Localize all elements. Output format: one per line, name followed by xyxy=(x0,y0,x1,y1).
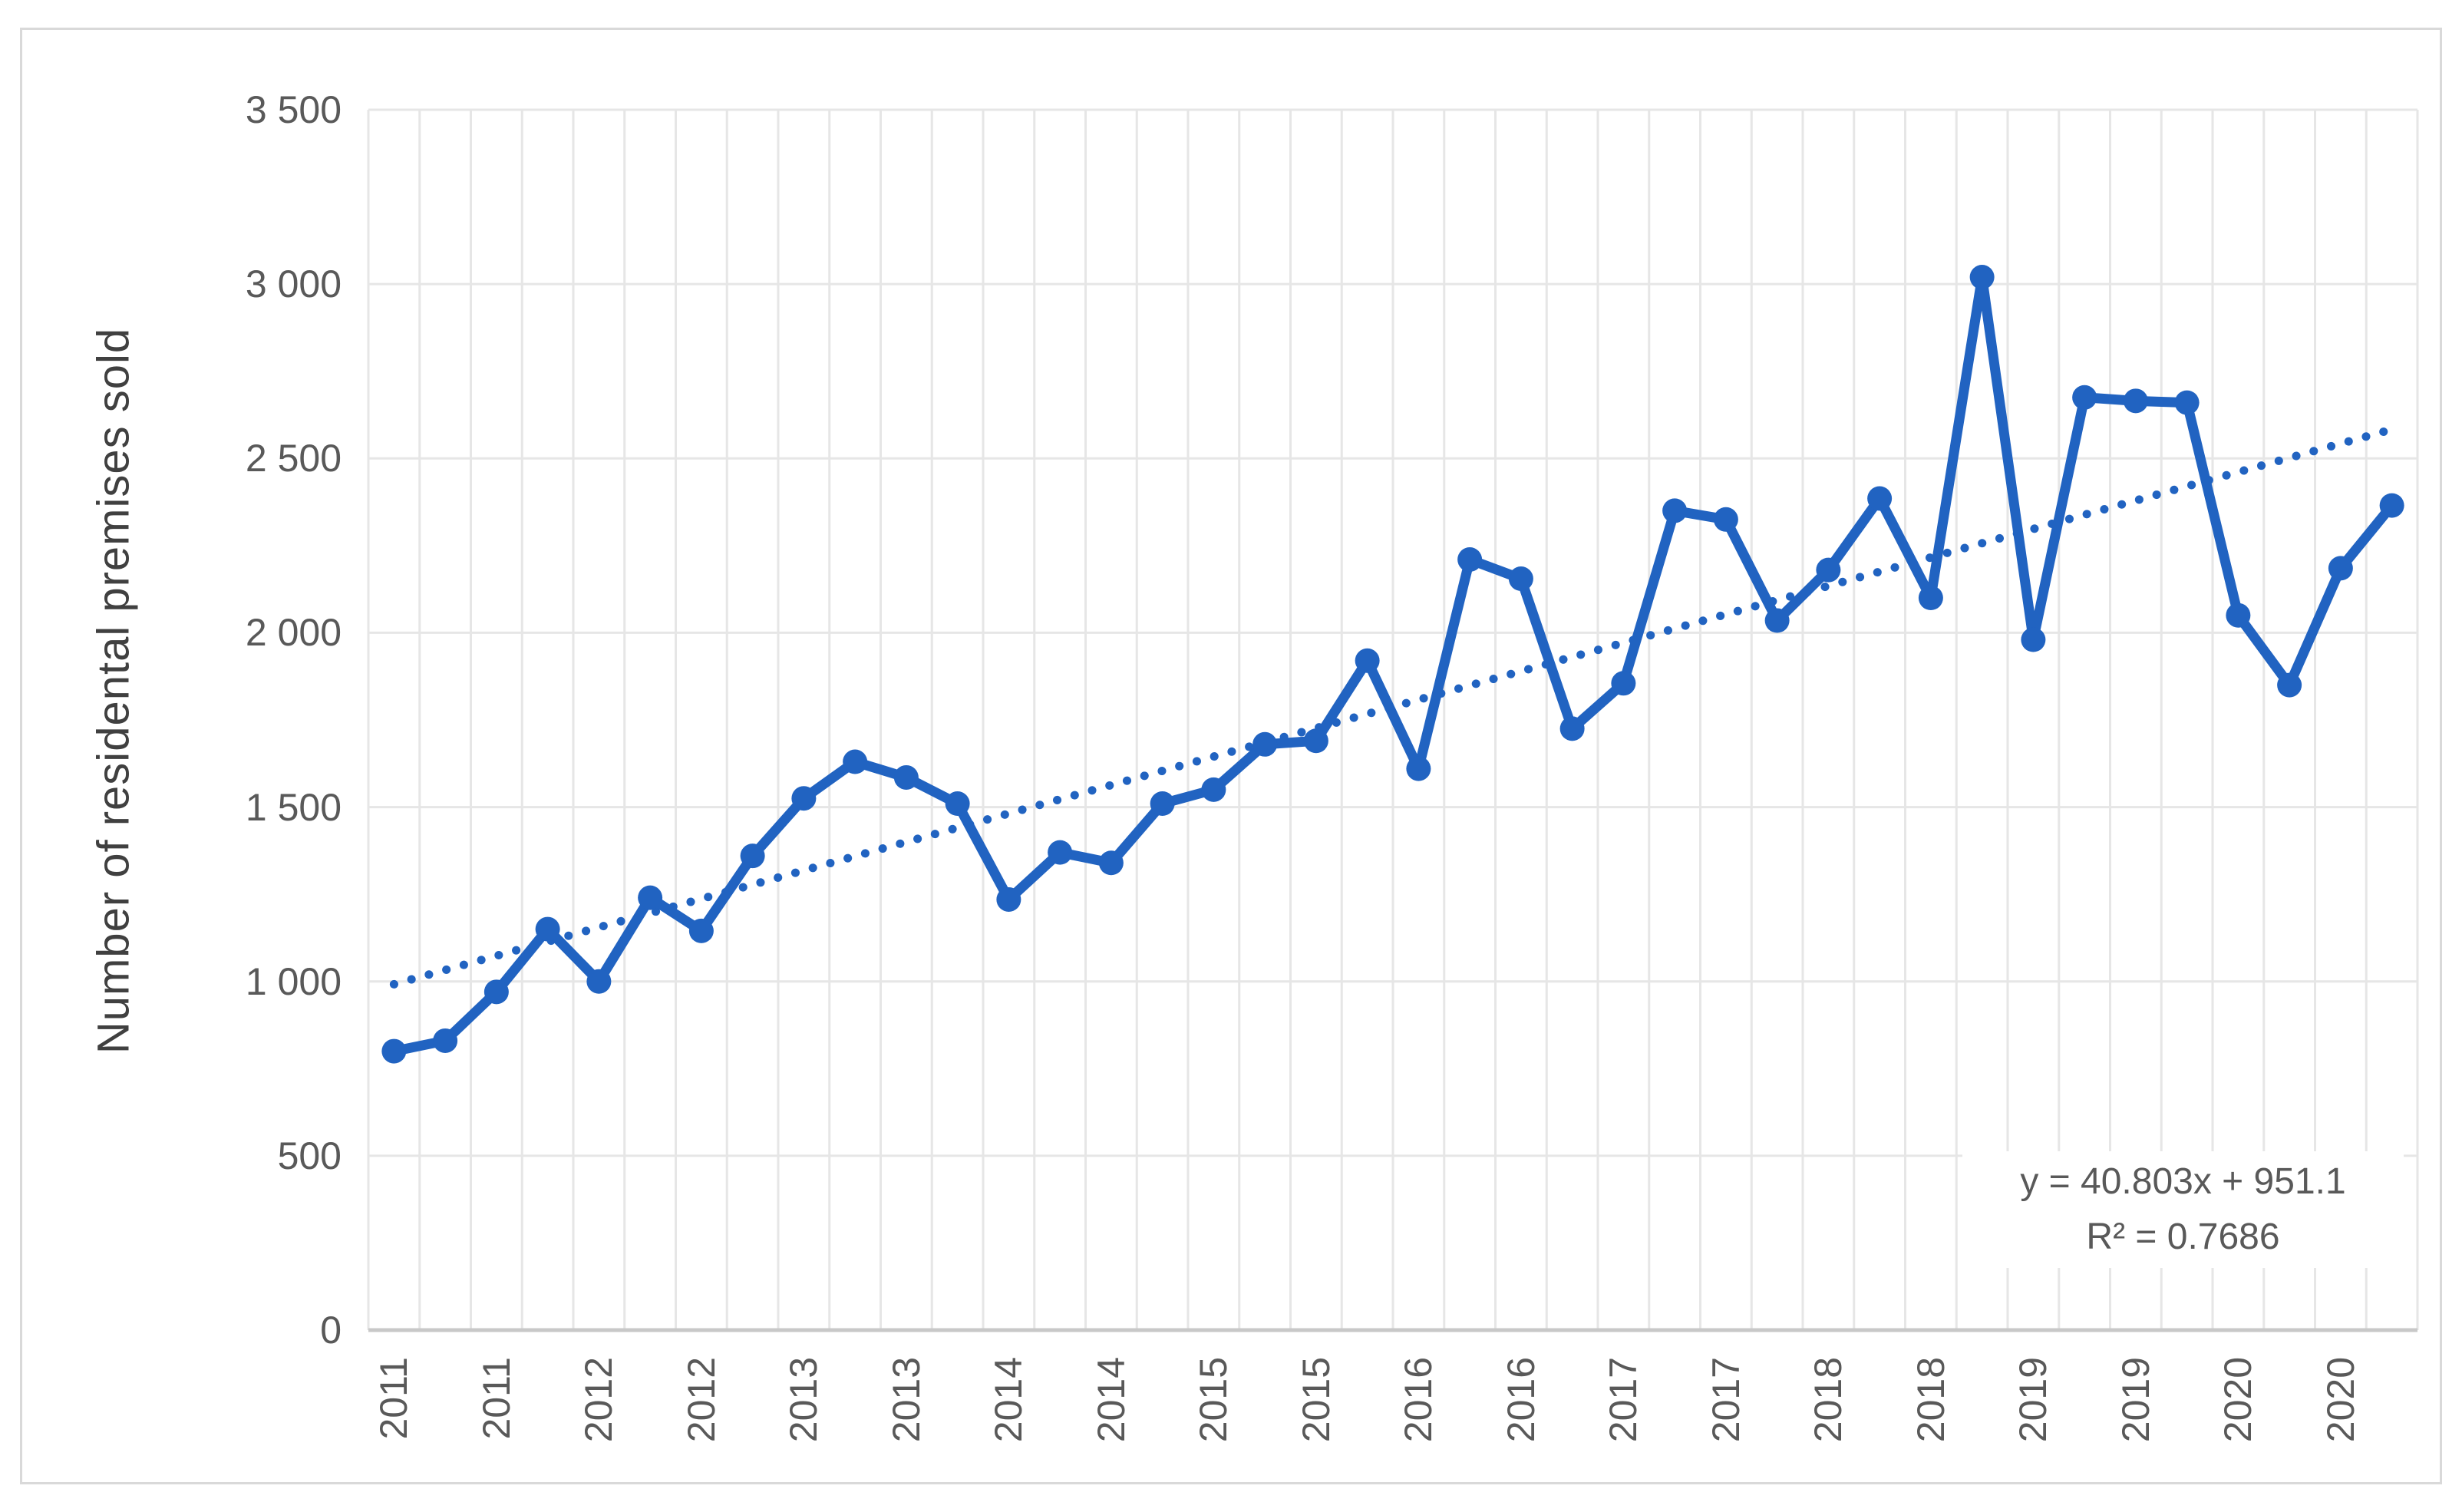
y-axis-tick-label: 2 500 xyxy=(245,437,342,480)
data-point-marker xyxy=(2379,493,2404,518)
data-point-marker xyxy=(1048,840,1073,865)
x-axis-tick-label: 2017 xyxy=(1602,1357,1645,1443)
data-point-marker xyxy=(433,1028,458,1053)
data-point-marker xyxy=(945,791,970,817)
data-point-marker xyxy=(1406,756,1431,781)
y-axis-tick-label: 1 000 xyxy=(245,959,342,1003)
data-point-marker xyxy=(2021,627,2046,652)
data-point-marker xyxy=(688,918,714,943)
data-point-marker xyxy=(791,786,817,811)
data-point-marker xyxy=(381,1038,407,1064)
x-axis-tick-label: 2012 xyxy=(679,1357,723,1443)
x-axis-tick-label: 2016 xyxy=(1499,1357,1543,1443)
data-point-marker xyxy=(2226,602,2251,628)
data-point-marker xyxy=(1508,566,1533,592)
data-point-marker xyxy=(638,885,663,910)
data-point-marker xyxy=(843,749,868,774)
x-axis-tick-label: 2012 xyxy=(577,1357,621,1443)
data-point-marker xyxy=(1098,850,1124,876)
data-point-marker xyxy=(1611,671,1636,696)
data-point-marker xyxy=(1303,728,1328,754)
x-axis-tick-label: 2015 xyxy=(1192,1357,1236,1443)
data-point-marker xyxy=(1764,608,1790,633)
data-point-marker xyxy=(1713,507,1738,532)
data-point-marker xyxy=(893,764,919,790)
y-axis-tick-label: 2 000 xyxy=(245,611,342,655)
data-point-marker xyxy=(740,843,765,869)
x-axis-tick-label: 2017 xyxy=(1704,1357,1747,1443)
x-axis-tick-label: 2018 xyxy=(1909,1357,1952,1443)
data-point-marker xyxy=(1969,265,1995,290)
trendline-equation-box: y = 40.803x + 951.1 R² = 0.7686 xyxy=(1962,1151,2404,1268)
x-axis-tick-label: 2013 xyxy=(884,1357,928,1443)
data-point-marker xyxy=(1355,648,1380,673)
data-point-marker xyxy=(1867,486,1893,511)
x-axis-tick-label: 2019 xyxy=(2114,1357,2157,1443)
data-point-marker xyxy=(2277,672,2302,698)
x-axis-tick-label: 2019 xyxy=(2012,1357,2055,1443)
y-axis-tick-label: 0 xyxy=(320,1309,342,1352)
x-axis-tick-label: 2011 xyxy=(372,1357,416,1440)
data-point-marker xyxy=(1457,547,1483,573)
y-axis-tick-label: 3 500 xyxy=(245,88,342,131)
x-axis-tick-label: 2013 xyxy=(782,1357,826,1443)
data-point-marker xyxy=(535,916,560,942)
y-axis-tick-label: 500 xyxy=(277,1134,342,1177)
y-axis-tick-label: 1 500 xyxy=(245,785,342,829)
data-point-marker xyxy=(1150,791,1175,817)
x-axis-tick-label: 2016 xyxy=(1397,1357,1441,1443)
trendline-equation: y = 40.803x + 951.1 xyxy=(2020,1161,2346,1202)
data-point-marker xyxy=(2174,390,2200,415)
x-axis-tick-label: 2014 xyxy=(987,1357,1031,1443)
data-point-marker xyxy=(2328,556,2353,581)
x-axis-tick-label: 2020 xyxy=(2216,1357,2260,1443)
x-axis-tick-label: 2015 xyxy=(1294,1357,1338,1443)
data-point-marker xyxy=(1918,586,1943,610)
data-point-marker xyxy=(1816,557,1841,583)
x-axis-tick-label: 2011 xyxy=(474,1357,518,1440)
data-point-marker xyxy=(1201,777,1226,802)
series-line xyxy=(388,272,2398,1057)
data-point-marker xyxy=(1559,716,1585,741)
x-axis-tick-label: 2018 xyxy=(1807,1357,1850,1443)
data-point-marker xyxy=(586,969,612,994)
data-point-marker xyxy=(1252,731,1278,757)
y-axis-title: Number of residental premises sold xyxy=(88,327,139,1055)
data-point-marker xyxy=(483,979,509,1005)
data-point-marker xyxy=(2072,385,2097,410)
data-point-marker xyxy=(996,886,1021,912)
data-point-marker xyxy=(2123,388,2148,414)
trendline-r-squared: R² = 0.7686 xyxy=(2086,1217,2280,1257)
x-axis-tick-label: 2014 xyxy=(1089,1357,1133,1443)
data-point-marker xyxy=(1662,498,1688,523)
x-axis-tick-label: 2020 xyxy=(2318,1357,2362,1443)
y-axis-tick-label: 3 000 xyxy=(245,262,342,306)
